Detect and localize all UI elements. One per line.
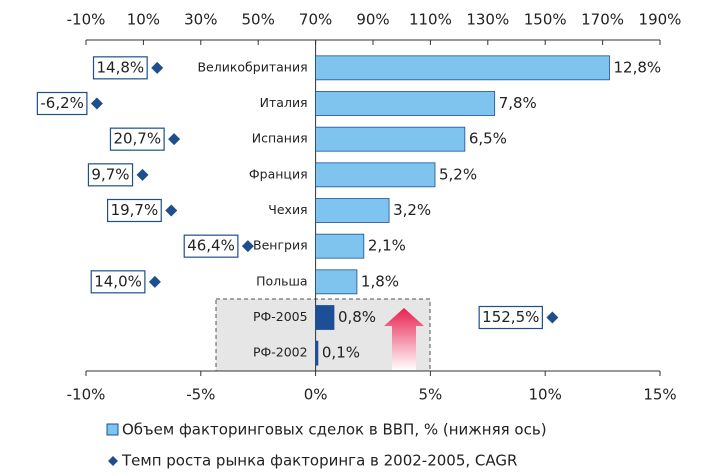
category-label: РФ-2005 (253, 309, 308, 324)
bar (315, 340, 319, 366)
x-tick-label: 5% (419, 386, 443, 404)
marker-label-box (183, 234, 239, 258)
bar-value-label: 6,5% (469, 130, 507, 148)
marker-value-label: 19,7% (111, 201, 159, 219)
growth-arrow (384, 308, 424, 370)
marker-value-label: 14,8% (97, 58, 145, 76)
bar (315, 198, 390, 223)
category-label: Польша (256, 273, 308, 288)
legend-swatch (106, 423, 119, 436)
category-label: Венгрия (253, 238, 308, 253)
bar-value-label: 12,8% (613, 58, 661, 76)
legend-label: Объем факторинговых сделок в ВВП, % (ниж… (122, 421, 547, 439)
marker-value-label: 9,7% (91, 165, 129, 183)
diamond-marker (165, 204, 178, 217)
category-label: Франция (249, 166, 308, 181)
x2-tick-label: 170% (581, 11, 624, 29)
marker-label-box (109, 127, 165, 151)
legend-label: Темп роста рынка факторинга в 2002-2005,… (121, 452, 517, 470)
x2-tick-label: 30% (184, 11, 217, 29)
x-tick-label: -10% (67, 386, 106, 404)
diamond-marker (148, 275, 161, 288)
diamond-marker (90, 97, 103, 110)
x-tick-label: 0% (304, 386, 328, 404)
x-tick-label: 10% (529, 386, 562, 404)
x-tick-label: -5% (186, 386, 215, 404)
marker-label-box (36, 91, 88, 116)
x2-tick-label: 10% (127, 11, 160, 29)
marker-label-box (87, 163, 134, 187)
bar-value-label: 0,1% (322, 344, 360, 362)
marker-label-box (92, 56, 148, 80)
bar (315, 162, 436, 188)
x-tick-label: 15% (643, 386, 676, 404)
diamond-marker (546, 311, 559, 324)
marker-value-label: -6,2% (40, 94, 84, 112)
x2-tick-label: 50% (242, 11, 275, 29)
x2-tick-label: 130% (466, 11, 509, 29)
bar-value-label: 5,2% (439, 165, 477, 183)
category-label: РФ-2002 (253, 345, 308, 360)
category-label: Великобритания (197, 59, 307, 74)
marker-label-box (478, 305, 543, 330)
diamond-marker (168, 133, 181, 146)
x2-tick-label: -10% (67, 11, 106, 29)
category-label: Италия (260, 95, 308, 110)
bar-value-label: 1,8% (361, 272, 399, 290)
category-label: Испания (252, 131, 308, 146)
x2-tick-label: 150% (524, 11, 567, 29)
marker-label-box (90, 270, 146, 294)
bar-value-label: 0,8% (338, 308, 376, 326)
marker-value-label: 152,5% (482, 308, 539, 326)
bar (315, 269, 358, 295)
x2-tick-label: 110% (409, 11, 452, 29)
bar (315, 126, 466, 152)
bar-value-label: 2,1% (368, 237, 406, 255)
marker-value-label: 46,4% (187, 237, 235, 255)
legend-swatch (108, 456, 118, 466)
bar (315, 55, 610, 81)
marker-value-label: 20,7% (113, 130, 161, 148)
category-label: Чехия (268, 202, 307, 217)
diamond-marker (241, 240, 254, 253)
legend: Объем факторинговых сделок в ВВП, % (ниж… (106, 421, 547, 470)
marker-value-label: 14,0% (94, 272, 142, 290)
x2-tick-label: 190% (639, 11, 682, 29)
marker-label-box (106, 198, 162, 223)
bar-value-label: 3,2% (393, 201, 431, 219)
diamond-marker (151, 61, 164, 74)
bar (315, 305, 335, 330)
bar (315, 91, 496, 116)
x2-tick-label: 70% (299, 11, 332, 29)
diamond-marker (136, 168, 149, 181)
bar (315, 233, 365, 259)
x2-tick-label: 90% (356, 11, 389, 29)
bar-value-label: 7,8% (499, 94, 537, 112)
